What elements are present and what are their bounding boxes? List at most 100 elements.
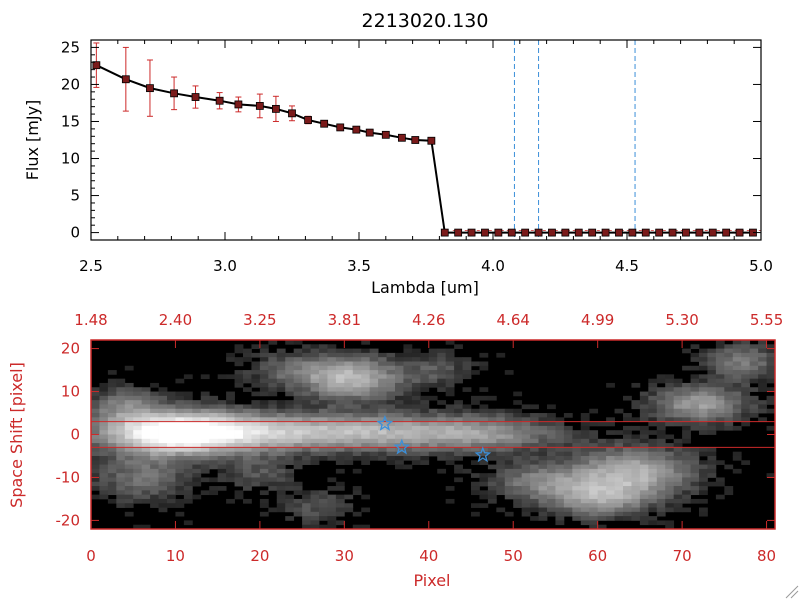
heatmap-cell <box>124 486 134 491</box>
heatmap-cell <box>699 413 708 418</box>
heatmap-cell <box>369 370 379 375</box>
heatmap-cell <box>285 387 295 392</box>
heatmap-cell <box>699 361 708 367</box>
heatmap-cell <box>167 451 176 457</box>
heatmap-cell <box>352 421 362 427</box>
heatmap-cell <box>648 473 658 478</box>
heatmap-cell <box>91 473 100 478</box>
heatmap-cell <box>302 365 311 371</box>
heatmap-cell <box>285 413 295 418</box>
heatmap-cell <box>386 425 396 431</box>
heatmap-cell <box>141 417 151 423</box>
heatmap-cell <box>209 464 219 470</box>
heatmap-cell <box>352 413 362 418</box>
heatmap-cell <box>116 413 126 418</box>
heatmap-cell <box>107 460 117 465</box>
image-y-tick-label: 20 <box>61 340 80 358</box>
flux-data-point <box>507 228 516 237</box>
heatmap-cell <box>665 387 675 392</box>
heatmap-cell <box>673 404 683 410</box>
heatmap-cell <box>445 430 455 435</box>
heatmap-cell <box>428 348 438 354</box>
heatmap-cell <box>243 352 252 358</box>
resize-grip-icon[interactable] <box>785 585 799 599</box>
heatmap-cell <box>276 413 286 418</box>
heatmap-cell <box>293 447 303 453</box>
heatmap-cell <box>749 404 759 410</box>
heatmap-cell <box>487 447 497 453</box>
heatmap-cell <box>310 374 320 380</box>
heatmap-cell <box>665 447 675 453</box>
heatmap-cell <box>699 348 708 354</box>
image-top-tick-label: 5.30 <box>665 311 698 329</box>
heatmap-cell <box>251 413 261 418</box>
flux-data-point <box>121 75 130 84</box>
heatmap-cell <box>690 455 700 461</box>
heatmap-cell <box>175 434 185 440</box>
heatmap-cell <box>673 494 683 500</box>
heatmap-cell <box>454 357 463 362</box>
heatmap-cell <box>226 430 235 435</box>
heatmap-cell <box>699 473 708 478</box>
heatmap-cell <box>403 434 413 440</box>
heatmap-cell <box>183 413 193 418</box>
heatmap-cell <box>690 425 700 431</box>
spectrum-y-tick-label: 25 <box>61 38 80 56</box>
heatmap-cell <box>707 464 717 470</box>
heatmap-cell <box>673 413 683 418</box>
heatmap-cell <box>335 494 345 500</box>
heatmap-cell <box>124 464 134 470</box>
heatmap-cell <box>319 507 328 513</box>
heatmap-cell <box>496 451 506 457</box>
heatmap-cell <box>99 486 109 491</box>
heatmap-cell <box>648 421 658 427</box>
heatmap-cell <box>639 455 649 461</box>
heatmap-cell <box>682 400 691 405</box>
heatmap-cell <box>462 430 472 435</box>
heatmap-cell <box>107 451 117 457</box>
heatmap-cell <box>682 481 691 487</box>
heatmap-cell <box>116 490 126 496</box>
heatmap-cell <box>192 443 202 448</box>
heatmap-cell <box>639 425 649 431</box>
heatmap-cell <box>471 425 480 431</box>
heatmap-cell <box>521 486 531 491</box>
heatmap-cell <box>479 425 489 431</box>
heatmap-cell <box>597 511 607 517</box>
heatmap-cell <box>192 421 202 427</box>
heatmap-cell <box>547 477 556 483</box>
heatmap-cell <box>243 413 252 418</box>
heatmap-cell <box>454 344 463 349</box>
heatmap-cell <box>682 498 691 504</box>
heatmap-cell <box>673 468 683 474</box>
heatmap-cell <box>732 378 742 384</box>
heatmap-cell <box>504 511 514 517</box>
heatmap-cell <box>319 447 328 453</box>
heatmap-cell <box>471 503 480 508</box>
heatmap-cell <box>175 464 185 470</box>
heatmap-cell <box>682 413 691 418</box>
heatmap-cell <box>133 494 143 500</box>
heatmap-cell <box>656 460 666 465</box>
heatmap-cell <box>352 348 362 354</box>
heatmap-cell <box>251 425 261 431</box>
heatmap-cell <box>361 370 371 375</box>
heatmap-cell <box>276 378 286 384</box>
heatmap-cell <box>648 443 658 448</box>
heatmap-cell <box>665 408 675 414</box>
heatmap-cell <box>673 391 683 397</box>
heatmap-cell <box>259 370 269 375</box>
heatmap-cell <box>268 370 278 375</box>
spectrum-y-axis-label: Flux [mJy] <box>23 100 42 181</box>
heatmap-cell <box>217 460 227 465</box>
heatmap-cell <box>563 425 573 431</box>
heatmap-cell <box>732 352 742 358</box>
heatmap-cell <box>690 468 700 474</box>
heatmap-cell <box>302 421 311 427</box>
heatmap-cell <box>302 503 311 508</box>
heatmap-cell <box>167 447 176 453</box>
heatmap-cell <box>631 511 641 517</box>
heatmap-cell <box>690 498 700 504</box>
heatmap-cell <box>707 352 717 358</box>
